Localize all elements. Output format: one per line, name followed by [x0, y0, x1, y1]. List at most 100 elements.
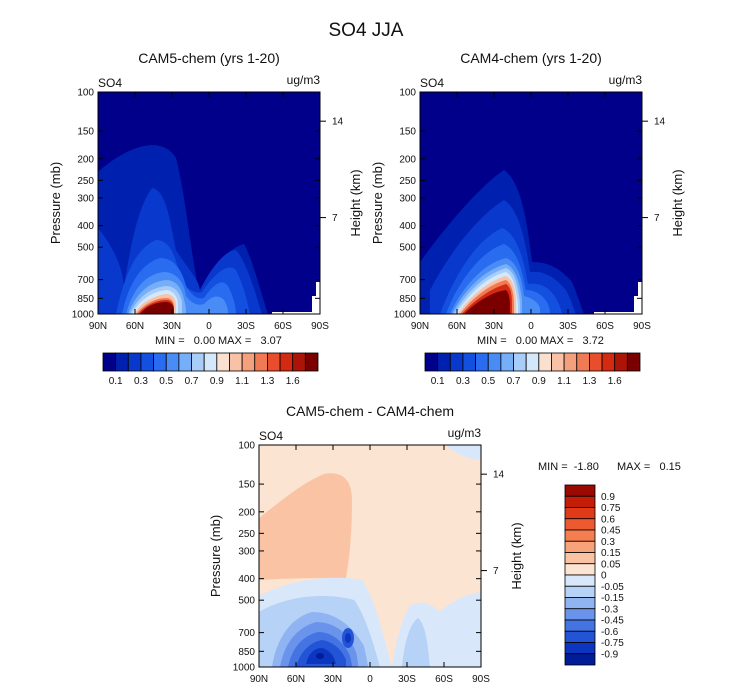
- colorbar-swatch: [564, 630, 596, 643]
- colorbar-swatch: [564, 585, 596, 598]
- colorbar-swatch: [564, 507, 596, 520]
- colorbar-swatch: [564, 597, 596, 610]
- colorbar-label: 0.3: [134, 376, 148, 387]
- y2-axis-label: Height (km): [670, 169, 685, 236]
- colorbar-label: 0: [601, 571, 607, 582]
- colorbar-label: -0.75: [601, 638, 624, 649]
- x-tick-label: 60S: [435, 674, 453, 685]
- contour-field: [98, 92, 320, 314]
- colorbar-swatch: [102, 352, 117, 372]
- colorbar-swatch: [564, 552, 596, 565]
- y-tick-label: 700: [399, 275, 416, 286]
- colorbar-swatch: [538, 352, 552, 372]
- y-tick-label: 1000: [72, 310, 95, 321]
- colorbar-label: 1.1: [557, 376, 571, 387]
- x-tick-label: 90S: [472, 674, 490, 685]
- colorbar-label: 1.6: [286, 376, 300, 387]
- y-tick-label: 200: [399, 154, 416, 165]
- colorbar: 0.1 0.3 0.5 0.7 0.9 1.1 1.3 1.6: [424, 352, 641, 387]
- x-tick-label: 90N: [89, 321, 107, 332]
- height-axis-ticks: 14 7: [320, 117, 344, 224]
- y-tick-label: 1000: [233, 663, 256, 674]
- colorbar-label: 0.9: [532, 376, 546, 387]
- min-label: MIN = 0.00: [477, 335, 537, 347]
- y-tick-label: 150: [77, 127, 94, 138]
- colorbar-swatch: [564, 653, 596, 666]
- colorbar-swatch: [564, 495, 596, 508]
- colorbar-swatch: [449, 352, 464, 372]
- y-tick-label: 100: [238, 441, 255, 452]
- panel-title: CAM5-chem (yrs 1-20): [138, 50, 280, 66]
- colorbar-swatch: [564, 642, 596, 655]
- colorbar-swatch: [153, 352, 167, 372]
- y-axis-label: Pressure (mb): [370, 162, 385, 244]
- colorbar-label: 1.6: [608, 376, 622, 387]
- colorbar-swatch: [551, 352, 565, 372]
- y-tick-label: 200: [77, 154, 94, 165]
- y-tick-label: 250: [77, 176, 94, 187]
- y-tick-label: 850: [399, 294, 416, 305]
- colorbar-label: -0.9: [601, 649, 619, 660]
- colorbar-swatch: [165, 352, 180, 372]
- y-tick-label: 400: [77, 221, 94, 232]
- height-axis-ticks: 14 7: [481, 470, 505, 577]
- contour-band: [259, 473, 352, 580]
- x-tick-label: 30N: [324, 674, 342, 685]
- contour-band: [464, 290, 510, 314]
- colorbar-label: 0.5: [481, 376, 495, 387]
- colorbar-label: 0.05: [601, 559, 621, 570]
- y-axis-label: Pressure (mb): [208, 515, 223, 597]
- x-tick-label: 90S: [633, 321, 651, 332]
- y-axis-label: Pressure (mb): [48, 162, 63, 244]
- panel-cam5: CAM5-chem (yrs 1-20) SO4 ug/m3 100 150 200…: [48, 50, 363, 387]
- colorbar-label: 1.3: [582, 376, 596, 387]
- contour-band: [345, 633, 351, 643]
- colorbar-swatch: [279, 352, 294, 372]
- y-tick-label: 400: [238, 574, 255, 585]
- panel-difference: CAM5-chem - CAM4-chem SO4 ug/m3 100 150 20…: [208, 403, 681, 685]
- height-axis-ticks: 14 7: [642, 117, 666, 224]
- y-tick-label: 100: [399, 88, 416, 99]
- colorbar-swatch: [229, 352, 243, 372]
- height-tick-label: 7: [493, 566, 499, 577]
- colorbar-swatch: [203, 352, 218, 372]
- colorbar-swatch: [563, 352, 578, 372]
- x-tick-label: 90S: [311, 321, 329, 332]
- contour-band: [445, 445, 481, 460]
- colorbar-label: 0.6: [601, 514, 615, 525]
- colorbar-swatch: [564, 529, 596, 542]
- colorbar-label: 1.1: [235, 376, 249, 387]
- y2-axis-label: Height (km): [348, 169, 363, 236]
- contour-field: [420, 92, 642, 314]
- y-axis-ticks: 100 150 200 250 300 400 500 700 850 1000: [233, 441, 481, 674]
- y-tick-label: 300: [399, 193, 416, 204]
- x-tick-label: 60S: [596, 321, 614, 332]
- colorbar-label: 0.3: [456, 376, 470, 387]
- y-tick-label: 500: [77, 243, 94, 254]
- missing-data: [594, 282, 642, 314]
- colorbar-label: 0.7: [507, 376, 521, 387]
- colorbar-swatch: [178, 352, 192, 372]
- x-tick-label: 30N: [163, 321, 181, 332]
- x-tick-label: 30S: [559, 321, 577, 332]
- colorbar-label: 0.1: [109, 376, 123, 387]
- colorbar-label: -0.3: [601, 604, 619, 615]
- height-tick-label: 14: [493, 470, 505, 481]
- y-tick-label: 250: [399, 176, 416, 187]
- y-tick-label: 300: [77, 193, 94, 204]
- colorbar-swatch: [564, 540, 596, 553]
- contour-field: [259, 445, 481, 667]
- unit-label: ug/m3: [448, 426, 482, 440]
- missing-data: [272, 282, 320, 314]
- y-tick-label: 200: [238, 507, 255, 518]
- colorbar-swatch: [564, 574, 596, 587]
- x-tick-label: 30N: [485, 321, 503, 332]
- colorbar-label: 1.3: [260, 376, 274, 387]
- colorbar-swatch: [140, 352, 154, 372]
- colorbar-swatch: [576, 352, 590, 372]
- y-tick-label: 850: [238, 647, 255, 658]
- colorbar-swatch: [564, 518, 596, 531]
- x-tick-label: 90N: [250, 674, 268, 685]
- colorbar-label: 0.5: [159, 376, 173, 387]
- x-axis-ticks: 90N 60N 30N 0 30S 60S 90S: [411, 92, 651, 332]
